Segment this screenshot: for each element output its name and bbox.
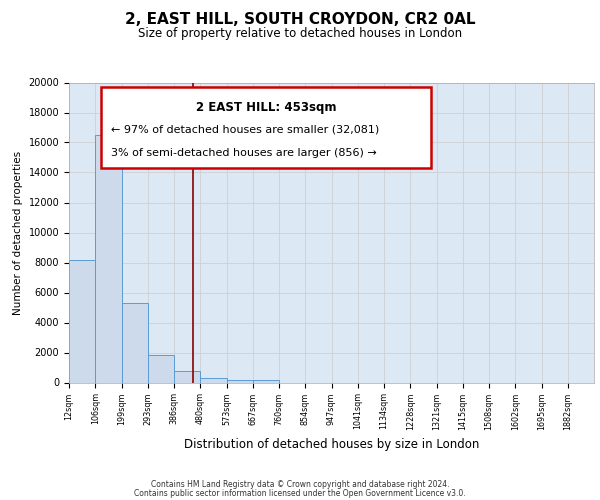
Text: 2, EAST HILL, SOUTH CROYDON, CR2 0AL: 2, EAST HILL, SOUTH CROYDON, CR2 0AL [125, 12, 475, 28]
Bar [69, 260, 95, 382]
Bar [121, 303, 148, 382]
Bar [95, 135, 121, 382]
FancyBboxPatch shape [101, 87, 431, 168]
Bar [200, 378, 227, 382]
Text: Size of property relative to detached houses in London: Size of property relative to detached ho… [138, 28, 462, 40]
Bar [227, 380, 253, 382]
Text: Contains public sector information licensed under the Open Government Licence v3: Contains public sector information licen… [134, 488, 466, 498]
Bar [253, 380, 279, 382]
Text: 2 EAST HILL: 453sqm: 2 EAST HILL: 453sqm [196, 100, 336, 114]
Text: ← 97% of detached houses are smaller (32,081): ← 97% of detached houses are smaller (32… [111, 124, 379, 134]
X-axis label: Distribution of detached houses by size in London: Distribution of detached houses by size … [184, 438, 479, 451]
Text: 3% of semi-detached houses are larger (856) →: 3% of semi-detached houses are larger (8… [111, 148, 377, 158]
Y-axis label: Number of detached properties: Number of detached properties [13, 150, 23, 314]
Text: Contains HM Land Registry data © Crown copyright and database right 2024.: Contains HM Land Registry data © Crown c… [151, 480, 449, 489]
Bar [174, 370, 200, 382]
Bar [148, 355, 174, 382]
